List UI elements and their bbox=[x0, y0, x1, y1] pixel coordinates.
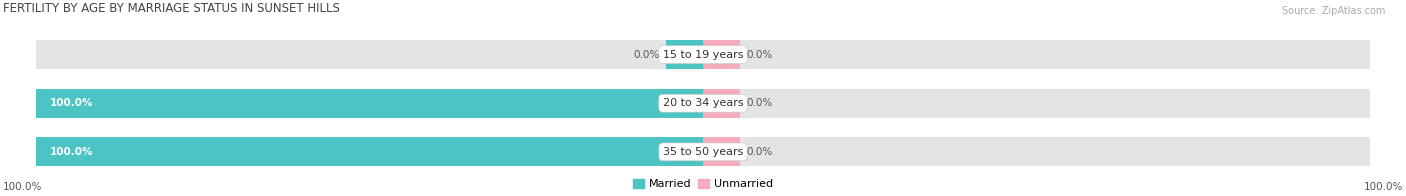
Bar bbox=[703, 89, 1369, 118]
Legend: Married, Unmarried: Married, Unmarried bbox=[633, 179, 773, 189]
Text: 100.0%: 100.0% bbox=[49, 98, 93, 108]
Bar bbox=[703, 137, 740, 166]
Bar bbox=[703, 89, 740, 118]
Bar bbox=[666, 89, 703, 118]
Bar bbox=[37, 40, 703, 69]
Bar bbox=[37, 89, 703, 118]
Text: 35 to 50 years: 35 to 50 years bbox=[662, 147, 744, 157]
Text: 0.0%: 0.0% bbox=[747, 98, 773, 108]
Bar bbox=[703, 40, 740, 69]
Bar bbox=[37, 89, 703, 118]
Text: 100.0%: 100.0% bbox=[49, 147, 93, 157]
Text: FERTILITY BY AGE BY MARRIAGE STATUS IN SUNSET HILLS: FERTILITY BY AGE BY MARRIAGE STATUS IN S… bbox=[3, 2, 340, 15]
Bar bbox=[37, 137, 703, 166]
Text: 20 to 34 years: 20 to 34 years bbox=[662, 98, 744, 108]
Bar bbox=[37, 137, 703, 166]
Bar bbox=[666, 40, 703, 69]
Text: 15 to 19 years: 15 to 19 years bbox=[662, 50, 744, 60]
Text: 0.0%: 0.0% bbox=[747, 147, 773, 157]
Bar bbox=[703, 137, 1369, 166]
Text: 100.0%: 100.0% bbox=[1364, 182, 1403, 192]
Text: 0.0%: 0.0% bbox=[747, 50, 773, 60]
Text: 0.0%: 0.0% bbox=[633, 50, 659, 60]
Bar bbox=[703, 40, 1369, 69]
Text: Source: ZipAtlas.com: Source: ZipAtlas.com bbox=[1281, 6, 1385, 16]
Text: 100.0%: 100.0% bbox=[3, 182, 42, 192]
Bar bbox=[666, 137, 703, 166]
